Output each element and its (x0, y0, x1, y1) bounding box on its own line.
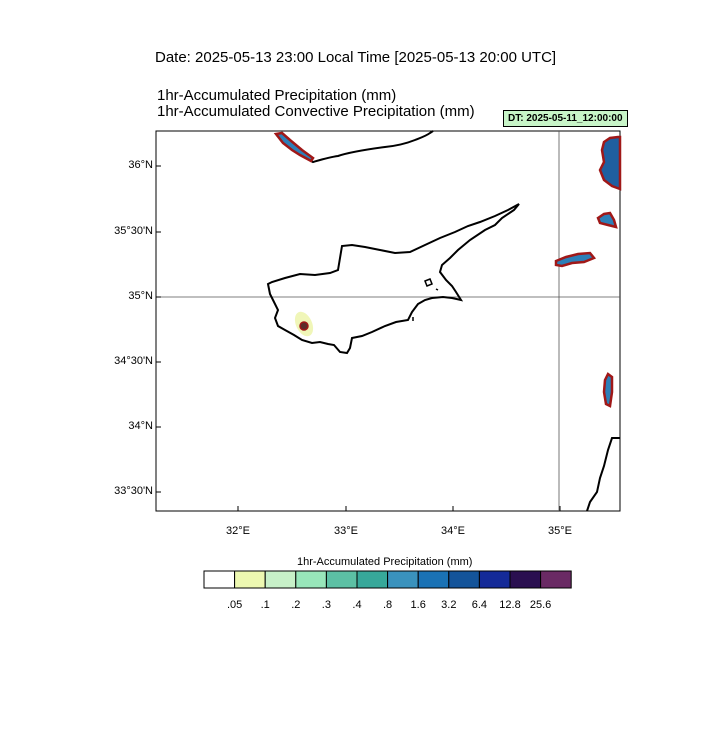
colorbar-label: .1 (260, 599, 270, 611)
lon-label-32e: 32°E (226, 525, 250, 537)
colorbar-label: .05 (226, 599, 243, 611)
colorbar-swatch (264, 570, 297, 589)
levant-coast (586, 437, 620, 512)
colorbar-label: .3 (321, 599, 331, 611)
init-time-badge: DT: 2025-05-11_12:00:00 (503, 110, 628, 127)
colorbar-swatch (387, 570, 419, 589)
colorbar-swatch (448, 570, 480, 589)
islet (435, 288, 439, 291)
precip-patch-east-lat35 (554, 251, 597, 268)
convective-precip-title: 1hr-Accumulated Convective Precipitation… (157, 103, 475, 120)
precip-patch-east-low (602, 372, 614, 408)
colorbar-label: 1.6 (410, 599, 426, 611)
map-frame (155, 130, 621, 512)
precip-title: 1hr-Accumulated Precipitation (mm) (157, 87, 397, 104)
precip-patch-turkey (273, 131, 315, 163)
precip-patch-east-top (598, 135, 622, 191)
colorbar-swatch (203, 570, 236, 589)
colorbar-label: 6.4 (471, 599, 488, 611)
colorbar-label: 12.8 (499, 599, 521, 611)
lat-label-34-30n: 34°30'N (114, 355, 153, 367)
lon-label-34e: 34°E (441, 525, 465, 537)
colorbar-swatch (478, 570, 511, 589)
cyprus-coastline (266, 203, 520, 355)
colorbar-label: 25.6 (529, 599, 552, 611)
colorbar-label: 3.2 (441, 599, 457, 611)
islet (424, 278, 433, 287)
precip-cell-paphos (299, 321, 309, 331)
lon-label-33e: 33°E (334, 525, 358, 537)
lat-label-35-30n: 35°30'N (114, 225, 153, 237)
precip-patch-east-mid (596, 211, 618, 229)
colorbar-swatch (509, 570, 542, 589)
colorbar (203, 570, 572, 589)
lat-ticks (156, 165, 161, 493)
colorbar-swatch (417, 570, 450, 589)
lat-label-35n: 35°N (128, 290, 153, 302)
colorbar-label: .8 (383, 599, 393, 611)
lon-ticks (237, 506, 561, 511)
colorbar-label: .4 (352, 599, 362, 611)
colorbar-swatch (356, 570, 389, 589)
lat-label-34n: 34°N (128, 420, 153, 432)
colorbar-title: 1hr-Accumulated Precipitation (mm) (297, 556, 473, 568)
lat-label-36n: 36°N (128, 159, 153, 171)
lon-label-35e: 35°E (548, 525, 572, 537)
colorbar-label: .2 (291, 599, 301, 611)
colorbar-swatch (234, 570, 266, 589)
colorbar-swatch (295, 570, 327, 589)
colorbar-swatch (540, 570, 572, 589)
colorbar-swatch (325, 570, 358, 589)
lat-label-33-30n: 33°30'N (114, 485, 153, 497)
date-title: Date: 2025-05-13 23:00 Local Time [2025-… (155, 49, 557, 66)
